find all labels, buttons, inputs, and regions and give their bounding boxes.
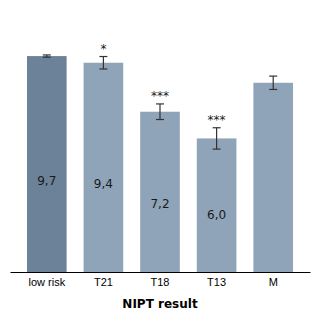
error-bar-stem [216,128,217,149]
x-tick-label: M [269,276,278,288]
x-tick-label: low risk [28,276,65,288]
x-tick-label: T21 [94,276,113,288]
x-tick: T18 [151,272,170,288]
x-tick: T13 [207,272,226,288]
x-axis-line [11,272,311,273]
error-bar-cap [156,103,164,104]
x-tick: T21 [94,272,113,288]
bar [27,56,67,272]
error-bar [43,55,51,57]
labels: 9,79,47,26,0******* [37,42,226,223]
x-tick: M [269,272,278,288]
value-label: 7,2 [150,197,169,211]
bar [84,63,124,272]
bar [253,83,293,272]
error-bar-cap [99,68,107,69]
bars [27,55,293,272]
chart: 9,79,47,26,0*******low riskT21T18T13MNIP… [0,0,320,320]
significance-label: * [100,42,106,56]
x-tick-label: T18 [151,276,170,288]
bar [140,112,180,272]
error-bar-cap [99,56,107,57]
significance-label: *** [151,89,169,103]
x-tick-label: T13 [207,276,226,288]
error-bar-cap [213,149,221,150]
x-axis: low risk T21 T18 T13 M [11,272,311,288]
error-bar [156,104,164,120]
error-bar-cap [43,57,51,58]
x-tick: low risk [28,272,65,288]
error-bar-stem [273,76,274,89]
error-bar-cap [43,54,51,55]
bar [197,138,237,272]
error-bar-stem [103,57,104,69]
x-axis-title: NIPT result [122,297,198,311]
error-bar-cap [269,76,277,77]
error-bar [269,76,277,89]
significance-label: *** [208,113,226,127]
value-label: 6,0 [207,208,226,222]
value-label: 9,7 [37,174,56,188]
error-bar-cap [269,89,277,90]
value-label: 9,4 [94,177,113,191]
error-bar-stem [159,104,160,120]
plot: 9,79,47,26,0*******low riskT21T18T13M [11,42,311,288]
error-bar [99,57,107,69]
error-bar-cap [156,119,164,120]
error-bar-cap [213,127,221,128]
error-bar [213,128,221,149]
